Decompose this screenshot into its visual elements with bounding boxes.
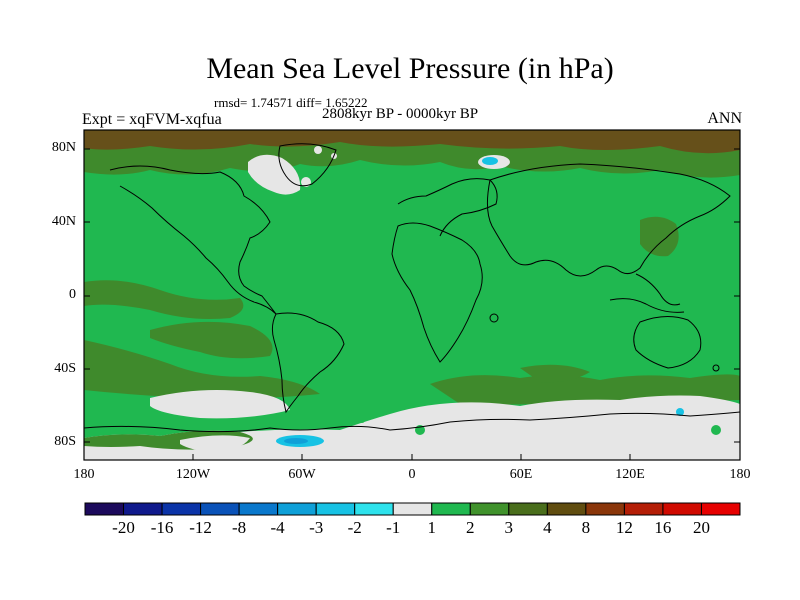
colorbar-box — [623, 502, 664, 516]
season-label: ANN — [707, 110, 742, 127]
colorbar — [84, 502, 741, 516]
colorbar-label: 1 — [427, 518, 437, 537]
colorbar-label: 4 — [543, 518, 552, 537]
lat-label-40s: 40S — [54, 361, 76, 376]
lon-label-120w: 120W — [175, 467, 211, 482]
siberia-negative — [482, 157, 498, 165]
colorbar-box — [431, 502, 471, 516]
colorbar-label: -2 — [347, 518, 362, 537]
lon-label-180e: 180 — [729, 467, 751, 482]
colorbar-box — [469, 502, 510, 516]
colorbar-box — [123, 502, 163, 516]
map-title: Mean Sea Level Pressure (in hPa) — [206, 52, 614, 85]
colorbar-box — [508, 502, 548, 516]
colorbar-label: 3 — [504, 518, 514, 537]
colorbar-box — [392, 502, 433, 516]
lat-label-80n: 80N — [51, 140, 76, 155]
colorbar-box — [84, 502, 125, 516]
greenland-patch — [248, 154, 301, 195]
colorbar-label: -12 — [189, 518, 212, 537]
colorbar-box — [277, 502, 317, 516]
colorbar-label: -20 — [112, 518, 135, 537]
lon-ticks — [83, 454, 741, 460]
colorbar-box — [546, 502, 587, 516]
colorbar-box — [238, 502, 279, 516]
lon-label-180w: 180 — [73, 467, 95, 482]
asia-positive — [640, 216, 679, 257]
colorbar-label: 16 — [654, 518, 672, 537]
southern-ocean-band-west — [84, 340, 320, 399]
lat-label-eq: 0 — [69, 287, 76, 302]
map-panel — [84, 130, 740, 460]
colorbar-box — [200, 502, 240, 516]
lon-label-120e: 120E — [615, 467, 645, 482]
lon-label-60w: 60W — [288, 467, 316, 482]
colorbar-box — [315, 502, 356, 516]
coastlines — [84, 143, 740, 433]
colorbar-label: 2 — [466, 518, 475, 537]
colorbar-box — [354, 502, 394, 516]
lat-ticks — [84, 148, 740, 443]
lat-label-80s: 80S — [54, 434, 76, 449]
colorbar-label: -3 — [309, 518, 324, 537]
rmsd-diff-stats: rmsd= 1.74571 diff= 1.65222 — [214, 95, 368, 110]
colorbar-label: 8 — [581, 518, 591, 537]
period-label: 2808kyr BP - 0000kyr BP — [322, 106, 479, 122]
experiment-label: Expt = xqFVM-xqfua — [82, 111, 222, 128]
south-pacific-near-zero — [150, 390, 290, 419]
arctic-high-anomaly — [84, 130, 740, 154]
south-pacific-positive — [150, 321, 273, 359]
colorbar-label: 12 — [615, 518, 633, 537]
colorbar-label: -16 — [150, 518, 174, 537]
lat-label-40n: 40N — [51, 214, 76, 229]
colorbar-box — [585, 502, 625, 516]
colorbar-box — [662, 502, 702, 516]
lon-label-0: 0 — [408, 467, 416, 482]
colorbar-box — [161, 502, 202, 516]
colorbar-box — [700, 502, 741, 516]
colorbar-label: -4 — [270, 518, 285, 537]
colorbar-label: -1 — [386, 518, 401, 537]
lon-label-60e: 60E — [509, 467, 533, 482]
colorbar-label: -8 — [232, 518, 247, 537]
pacific-positive — [84, 280, 244, 319]
colorbar-label: 20 — [693, 518, 710, 537]
